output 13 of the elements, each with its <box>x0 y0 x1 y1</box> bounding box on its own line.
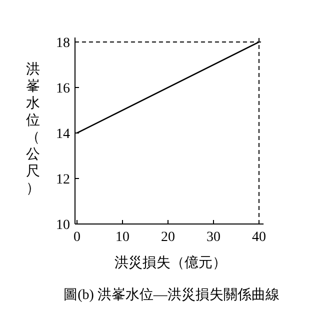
y-axis-title: 洪峯水位（公尺） <box>26 61 40 196</box>
x-tick-label: 40 <box>252 230 266 245</box>
x-axis-title: 洪災損失（億元） <box>114 255 226 271</box>
y-tick-label: 16 <box>56 82 70 96</box>
x-tick-label: 10 <box>116 230 130 245</box>
x-tick-label: 20 <box>161 230 175 245</box>
y-tick-label: 14 <box>56 127 70 142</box>
x-tick-label: 30 <box>206 230 220 245</box>
text: 圖(b) 洪峯水位—洪災損失關係曲線 <box>64 287 280 303</box>
y-tick-label: 10 <box>56 218 70 233</box>
y-tick-label: 18 <box>56 36 70 51</box>
x-tick-label: 0 <box>74 230 80 245</box>
y-tick-label: 12 <box>56 172 70 188</box>
